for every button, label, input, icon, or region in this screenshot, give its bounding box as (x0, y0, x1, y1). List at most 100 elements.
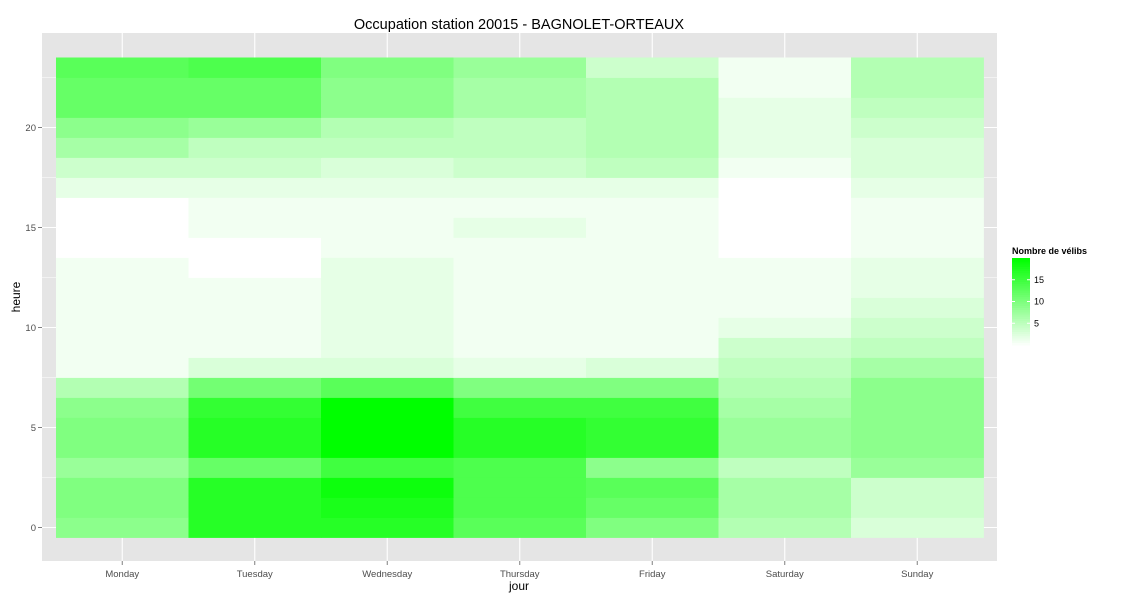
heatmap-cell (56, 417, 189, 438)
heatmap-cell (453, 337, 587, 358)
heatmap-cell (586, 377, 719, 398)
heatmap-cell (586, 397, 719, 418)
legend-colorbar-segment (1012, 262, 1030, 266)
heatmap-cell (586, 257, 719, 278)
heatmap-cell (851, 297, 984, 318)
heatmap-cell (56, 217, 189, 238)
legend-colorbar-segment (1012, 340, 1030, 344)
heatmap-cell (718, 217, 852, 238)
heatmap-cell (188, 417, 322, 438)
heatmap-cell (188, 57, 322, 78)
heatmap-cell (321, 317, 454, 338)
heatmap-cell (453, 417, 587, 438)
heatmap-cell (586, 57, 719, 78)
heatmap-cell (718, 237, 852, 258)
x-tick-label: Tuesday (237, 569, 273, 580)
legend-colorbar-segment (1012, 271, 1030, 274)
heatmap-cell (188, 117, 322, 138)
heatmap-cell (851, 437, 984, 458)
heatmap-cell (56, 257, 189, 278)
heatmap-cell (188, 177, 322, 198)
heatmap-cell (56, 497, 189, 518)
heatmap-cell (56, 57, 189, 78)
heatmap-cell (453, 457, 587, 478)
heatmap-cell (56, 477, 189, 498)
heatmap-cell (188, 297, 322, 318)
legend-colorbar-segment (1012, 312, 1030, 316)
y-tick-label: 10 (25, 323, 36, 334)
heatmap-cell (586, 317, 719, 338)
heatmap-cell (718, 197, 852, 218)
heatmap-cell (586, 77, 719, 98)
x-axis-title: jour (508, 579, 529, 593)
legend-colorbar-segment (1012, 292, 1030, 296)
heatmap-cell (453, 157, 587, 178)
heatmap-cell (56, 357, 189, 378)
heatmap-cells (56, 57, 984, 538)
heatmap-cell (851, 357, 984, 378)
heatmap-cell (586, 437, 719, 458)
legend-colorbar-segment (1012, 327, 1030, 331)
heatmap-cell (453, 57, 587, 78)
legend-colorbar-segment (1012, 318, 1030, 322)
heatmap-cell (188, 397, 322, 418)
heatmap-cell (586, 177, 719, 198)
heatmap-cell (586, 157, 719, 178)
heatmap-cell (453, 197, 587, 218)
legend-colorbar-segment (1012, 321, 1030, 324)
heatmap-cell (718, 257, 852, 278)
legend-colorbar-segment (1012, 284, 1030, 287)
heatmap-cell (586, 517, 719, 538)
heatmap-cell (321, 117, 454, 138)
heatmap-cell (851, 477, 984, 498)
heatmap-cell (56, 437, 189, 458)
heatmap-cell (453, 437, 587, 458)
heatmap-cell (56, 277, 189, 298)
heatmap-cell (586, 277, 719, 298)
heatmap-cell (321, 217, 454, 238)
heatmap-cell (321, 277, 454, 298)
heatmap-cell (586, 217, 719, 238)
heatmap-cell (718, 277, 852, 298)
heatmap-cell (188, 157, 322, 178)
heatmap-cell (453, 137, 587, 158)
heatmap-cell (188, 137, 322, 158)
heatmap-cell (718, 97, 852, 118)
x-tick-label: Wednesday (362, 569, 412, 580)
heatmap-cell (56, 97, 189, 118)
legend-colorbar-segment (1012, 342, 1030, 346)
heatmap-cell (321, 397, 454, 418)
heatmap-cell (321, 297, 454, 318)
heatmap-cell (718, 397, 852, 418)
heatmap-cell (718, 477, 852, 498)
heatmap-cell (56, 517, 189, 538)
heatmap-cell (321, 517, 454, 538)
legend-colorbar-segment (1012, 331, 1030, 335)
chart-title: Occupation station 20015 - BAGNOLET-ORTE… (354, 17, 684, 33)
heatmap-cell (851, 237, 984, 258)
heatmap-cell (321, 57, 454, 78)
heatmap-cell (851, 337, 984, 358)
legend-colorbar-segment (1012, 268, 1030, 272)
x-tick-label: Saturday (766, 569, 804, 580)
heatmap-cell (453, 497, 587, 518)
heatmap-cell (718, 437, 852, 458)
heatmap-cell (718, 177, 852, 198)
legend-colorbar-segment (1012, 305, 1030, 309)
heatmap-cell (851, 277, 984, 298)
heatmap-cell (453, 517, 587, 538)
heatmap-cell (321, 417, 454, 438)
heatmap-cell (851, 517, 984, 538)
heatmap-cell (56, 297, 189, 318)
heatmap-cell (188, 457, 322, 478)
heatmap-cell (321, 77, 454, 98)
legend-colorbar-segment (1012, 297, 1030, 300)
heatmap-cell (188, 257, 322, 278)
heatmap-cell (321, 257, 454, 278)
legend-colorbar-segment (1012, 266, 1030, 270)
legend-label: 15 (1034, 275, 1044, 285)
y-axis-title: heure (9, 281, 23, 312)
legend-colorbar-segment (1012, 316, 1030, 320)
heatmap-cell (851, 97, 984, 118)
heatmap-cell (188, 217, 322, 238)
